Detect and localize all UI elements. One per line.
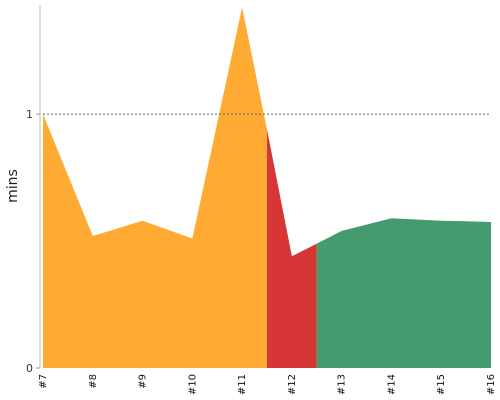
y-axis-ticks: 01	[26, 108, 40, 375]
x-tick-label: #7	[38, 374, 49, 389]
area-segment-3	[316, 218, 491, 368]
area-segment-1	[43, 7, 267, 369]
x-tick-label: #12	[287, 374, 298, 395]
x-tick-label: #9	[138, 374, 149, 389]
x-tick-label: #15	[436, 374, 447, 395]
y-axis-label: mins	[5, 169, 21, 203]
area-series-group	[43, 7, 491, 369]
x-tick-label: #13	[337, 374, 348, 395]
y-tick-label: 1	[26, 108, 33, 121]
x-axis-ticks: #7 #8 #9 #10 #11 #12 #13 #14 #15 #16	[38, 374, 497, 395]
x-tick-label: #11	[237, 374, 248, 395]
y-tick-label: 0	[26, 362, 33, 375]
x-tick-label: #10	[187, 374, 198, 395]
x-tick-label: #16	[486, 374, 497, 395]
x-tick-label: #14	[386, 374, 397, 395]
area-segment-2	[267, 129, 317, 368]
x-tick-label: #8	[88, 374, 99, 389]
